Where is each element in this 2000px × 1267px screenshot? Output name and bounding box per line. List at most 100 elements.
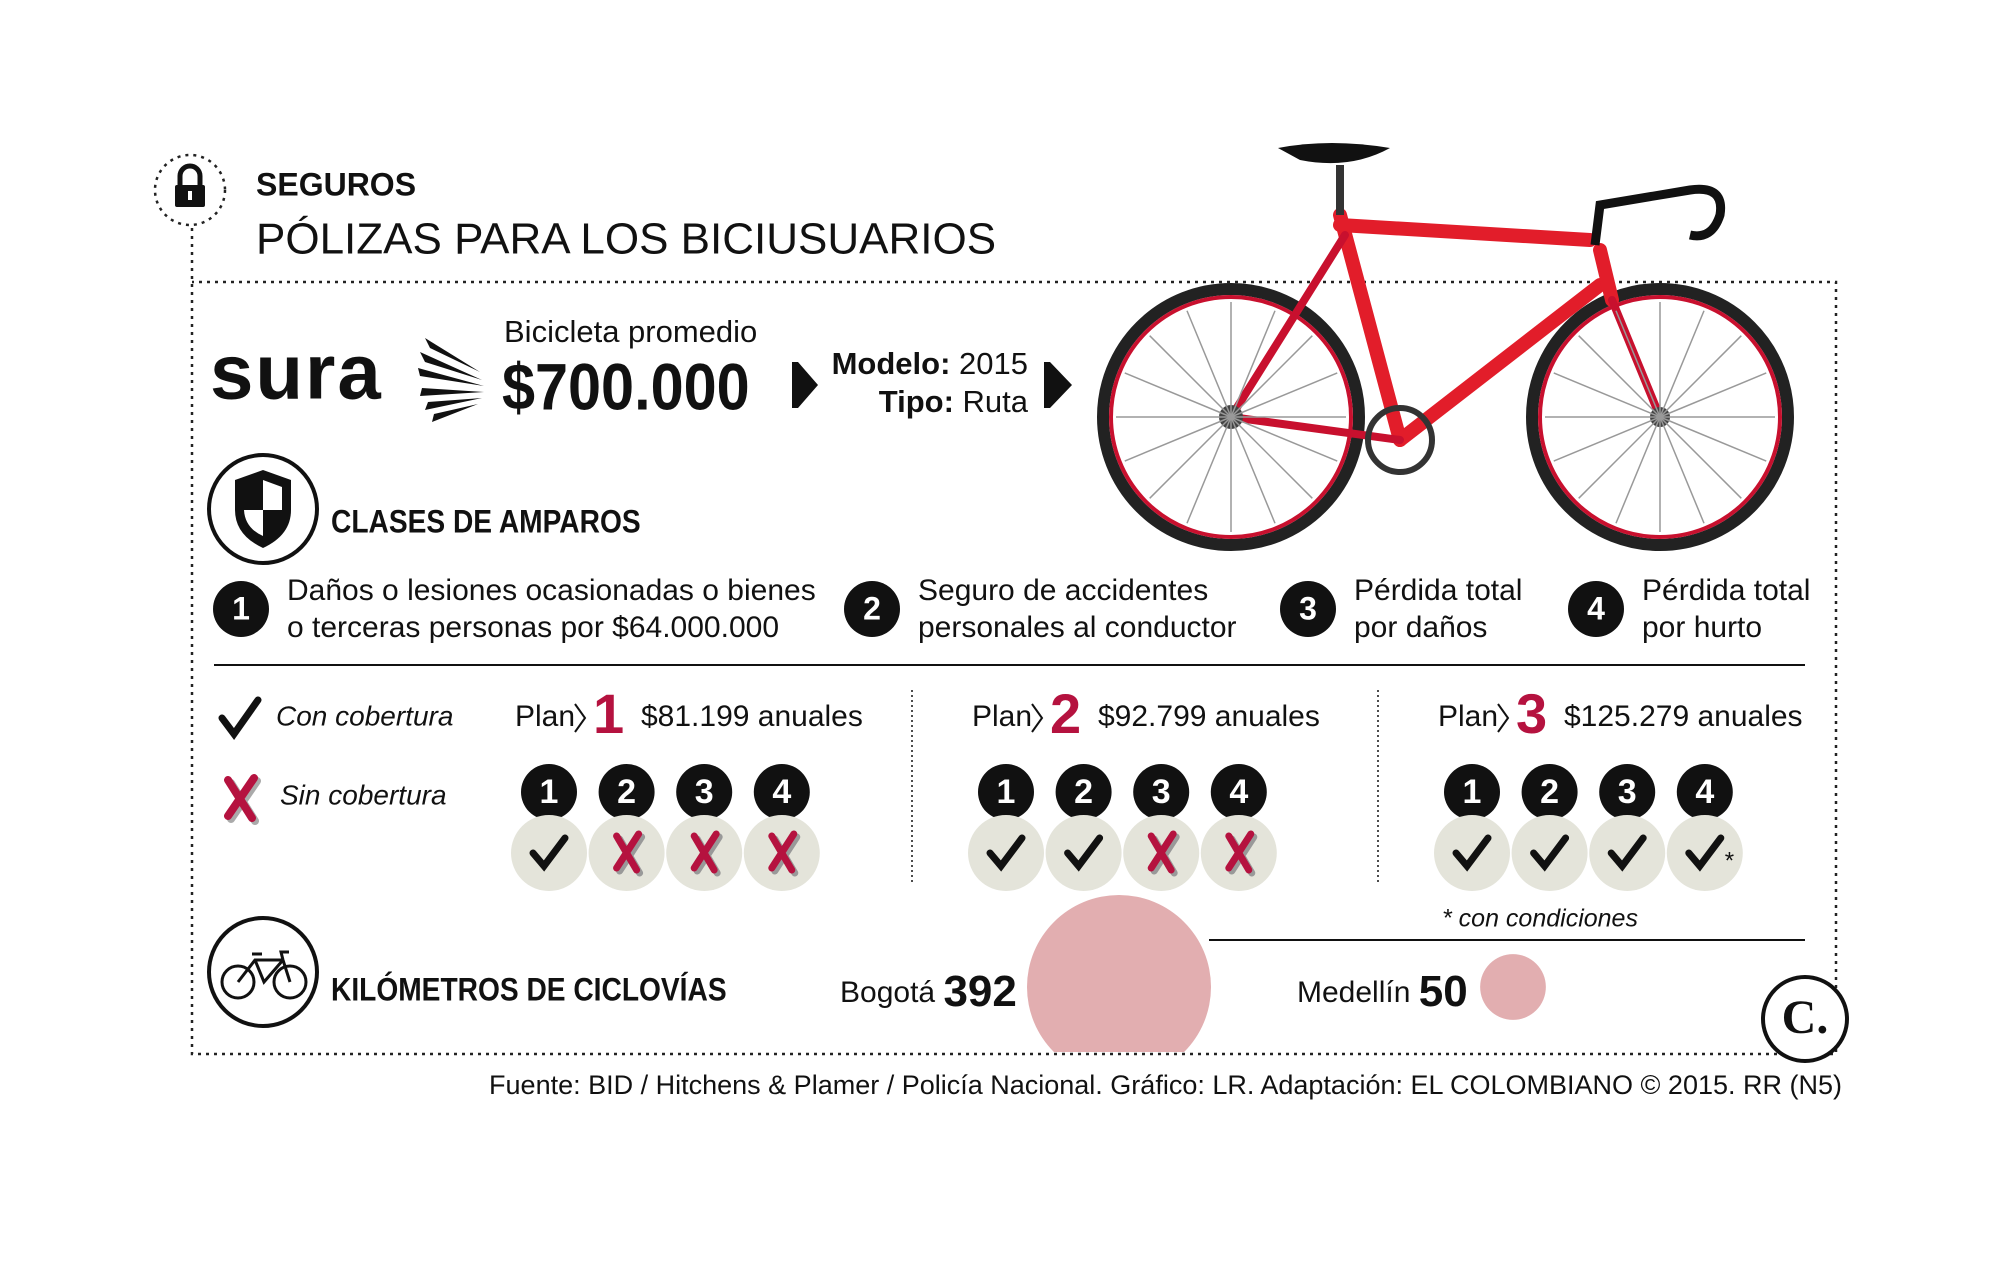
city-name: Bogotá [840,976,935,1009]
number: 2 [863,590,881,626]
number-badge [1568,581,1624,637]
number: 2 [1074,773,1093,811]
city: Bogotá 392 [840,967,1017,1016]
number: 4 [1587,590,1605,626]
logo-circle [1761,975,1849,1063]
check [1607,834,1647,872]
number-badge [1280,581,1336,637]
model: Modelo: 2015 [832,346,1028,381]
number-badge [1521,764,1578,820]
city-km: 50 [1419,967,1468,1016]
number-badge [1055,764,1112,820]
spoke [1659,310,1705,418]
number-badge [1210,764,1267,820]
spoke [1578,335,1661,418]
coverage-bubble [968,815,1044,891]
spoke [1186,416,1232,524]
spoke [1230,416,1338,462]
km-circle [1027,895,1211,1052]
source: Fuente: BID / Hitchens & Plamer / Policí… [489,1070,1842,1100]
plan-price: $81.199 anuales [641,700,863,733]
plan-chevron [574,703,587,733]
city-name: Medellín [1297,976,1410,1009]
plan-price: $92.799 anuales [1098,700,1320,733]
spoke [1659,416,1767,462]
check [1064,834,1104,872]
plan-label: Plan [515,700,575,733]
number-badge [978,764,1034,820]
logo: C. [1782,991,1829,1044]
amparo-text: Pérdida total [1354,574,1522,607]
x-mark [613,830,643,874]
number: 1 [540,773,559,811]
plan-number: 3 [1516,682,1547,745]
amparo-text: por daños [1354,611,1487,644]
circles-layer [1027,895,1546,1052]
number: 1 [1463,773,1482,811]
shield-icon [207,453,319,565]
x-mark [1225,830,1255,874]
x-mark [768,830,798,874]
number-badge [844,581,900,637]
spoke [1615,416,1661,524]
type-value: Ruta [963,384,1029,419]
spoke [1615,310,1661,418]
spoke [1230,310,1276,418]
coverage-bubble [511,815,587,891]
number: 2 [1540,773,1559,811]
model-value: 2015 [959,346,1028,381]
spoke [1659,372,1767,418]
check-icon [218,696,262,740]
number: 1 [232,590,250,626]
number: 3 [1618,773,1637,811]
type-label: Tipo: [879,384,954,419]
spoke [1124,372,1232,418]
plan-label: Plan [972,700,1032,733]
asterisk: * [1725,847,1734,874]
brand-logo: sura [210,328,383,416]
km-circle [1480,954,1546,1020]
spoke [1124,416,1232,462]
amparo-text: por hurto [1642,611,1762,644]
plan-number: 2 [1050,682,1081,745]
amparo-text: Daños o lesiones ocasionadas o bienes [287,574,816,607]
city-km: 392 [943,967,1016,1016]
spoke [1553,416,1661,462]
number-badge [753,764,810,820]
plan-label: Plan [1438,700,1498,733]
bike-label: Bicicleta promedio [504,314,757,349]
legend-covered: Con cobertura [276,700,453,731]
title: PÓLIZAS PARA LOS BICIUSUARIOS [256,215,996,264]
x-icon [224,774,261,825]
number-badge [676,764,733,820]
bike-picture [1097,143,1794,551]
section-title: CLASES DE AMPAROS [331,505,641,540]
coverage-bubble [1666,815,1743,891]
frame [190,228,1838,1056]
check [986,834,1026,872]
spoke [1149,335,1232,418]
spoke [1230,416,1276,524]
number: 3 [1152,773,1171,811]
kicker: SEGUROS [256,166,416,202]
arrow [1044,362,1072,408]
number: 1 [997,773,1016,811]
bike-icon [207,916,319,1028]
plan-chevron [1031,703,1044,733]
spoke [1578,416,1661,499]
x-mark [1147,830,1177,874]
check [1685,834,1725,872]
amparo-text: o terceras personas por $64.000.000 [287,611,779,644]
spoke [1659,335,1742,418]
brand-wing [418,338,484,422]
bike-price: $700.000 [502,351,750,425]
spoke [1186,310,1232,418]
amparo-text: Pérdida total [1642,574,1810,607]
number-badge [1444,764,1500,820]
spoke [1553,372,1661,418]
model-label: Modelo: [832,346,951,381]
number: 3 [1299,590,1317,626]
check [529,834,569,872]
coverage-bubble [1511,815,1588,891]
